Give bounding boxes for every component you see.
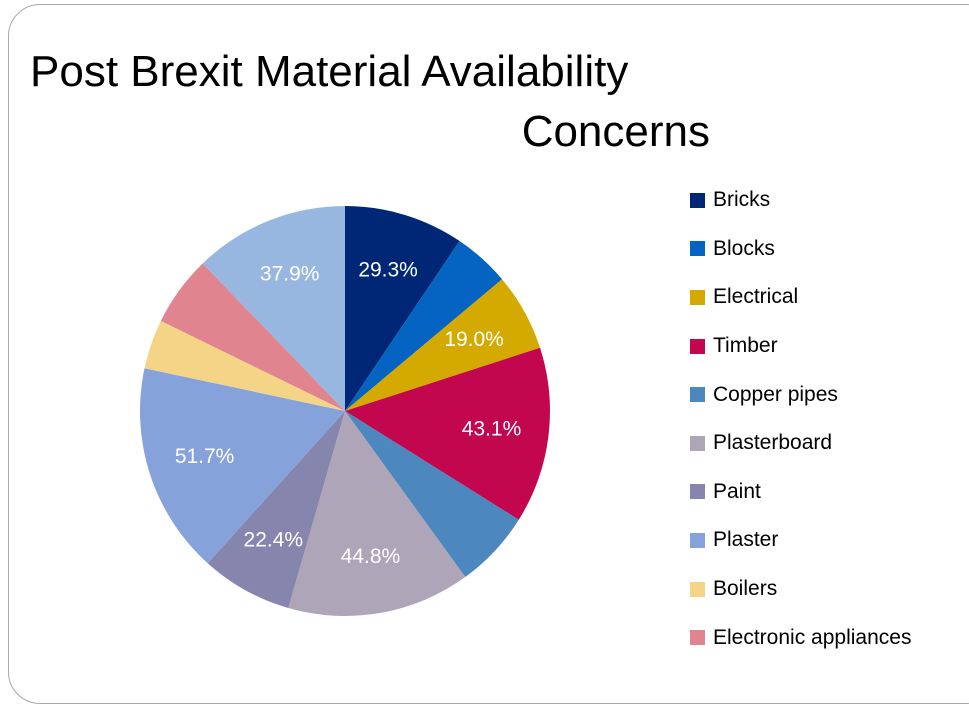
legend-swatch <box>690 581 705 597</box>
data-label: 43.1% <box>462 418 522 441</box>
data-label: 19.0% <box>444 328 504 351</box>
data-label: 44.8% <box>341 545 401 568</box>
legend-label: Paint <box>713 479 761 503</box>
pie-slice-unlabeled-10 <box>202 206 345 411</box>
chart-area: Post Brexit Material Availability Concer… <box>8 4 969 704</box>
data-label: 37.9% <box>260 263 320 286</box>
legend-swatch <box>690 289 705 305</box>
pie-slice-paint <box>207 411 345 608</box>
legend-swatch <box>690 484 705 500</box>
legend-label: Blocks <box>713 236 775 260</box>
pie-slice-electrical <box>345 279 541 411</box>
legend-item: Blocks <box>690 225 911 274</box>
legend-label: Boilers <box>713 577 778 601</box>
legend-swatch <box>690 435 705 451</box>
chart-title: Post Brexit Material Availability Concer… <box>30 42 710 162</box>
data-label: 22.4% <box>244 529 304 552</box>
legend-item: Electrical <box>690 273 911 322</box>
legend-item: Boilers <box>690 565 911 614</box>
legend-item: Plaster <box>690 516 911 565</box>
legend-swatch <box>690 630 705 646</box>
pie-slice-blocks <box>345 241 503 411</box>
chart-title-line-1: Post Brexit Material Availability <box>30 47 629 96</box>
legend-label: Plaster <box>713 528 779 552</box>
data-label: 29.3% <box>358 258 418 281</box>
legend-item: Plasterboard <box>690 419 911 468</box>
legend-item: Timber <box>690 322 911 371</box>
legend-swatch <box>690 338 705 354</box>
legend-label: Electronic appliances <box>713 625 912 649</box>
pie-slice-bricks <box>345 205 460 411</box>
legend-label: Copper pipes <box>713 382 838 406</box>
chart-title-line-2: Concerns <box>521 107 710 156</box>
pie-slice-copper-pipes <box>345 411 519 578</box>
legend-swatch <box>690 192 705 208</box>
legend: Bricks Blocks Electrical Timber Copper pipes… <box>690 176 911 662</box>
legend-swatch <box>690 532 705 548</box>
data-label: 51.7% <box>175 445 235 468</box>
pie-slice-timber <box>345 347 551 520</box>
legend-label: Timber <box>713 334 778 358</box>
legend-swatch <box>690 387 705 403</box>
legend-item: Bricks <box>690 176 911 225</box>
legend-swatch <box>690 241 705 257</box>
pie-slice-plasterboard <box>288 411 466 616</box>
pie-chart: 29.3% 19.0% 43.1% 44.8% 22.4% 51.7% 37.9% <box>140 205 551 616</box>
pie-slice-plaster <box>140 368 345 564</box>
pie-slice-boilers <box>144 320 345 411</box>
pie-slice-electronic-appliances <box>160 263 345 411</box>
legend-label: Electrical <box>713 285 799 309</box>
legend-item: Electronic appliances <box>690 613 911 662</box>
legend-label: Bricks <box>713 188 771 212</box>
legend-item: Paint <box>690 468 911 517</box>
legend-item: Copper pipes <box>690 370 911 419</box>
legend-label: Plasterboard <box>713 431 833 455</box>
